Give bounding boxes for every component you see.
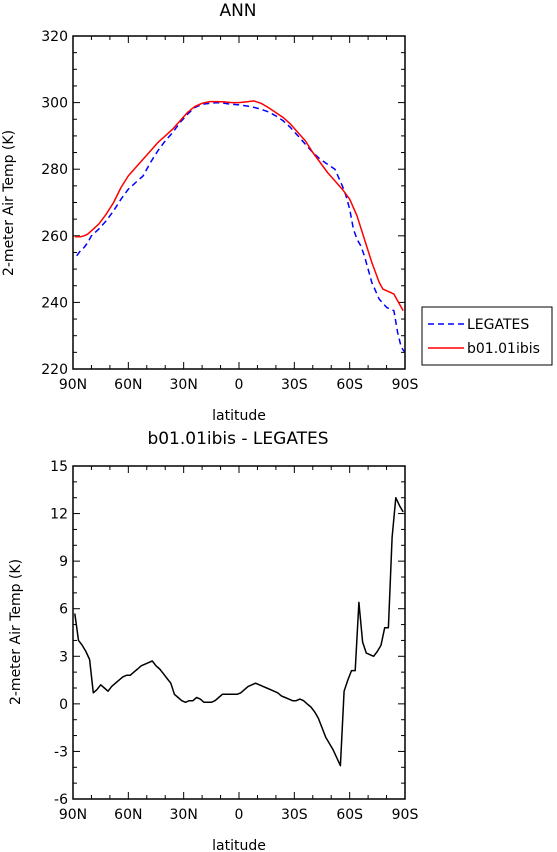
bottom-x-tick-label: 90S [392,807,419,823]
bottom-x-axis-label: latitude [212,838,266,852]
bottom-y-tick-label: 12 [50,507,68,523]
top-series-line-legates [76,101,406,353]
top-y-axis-label: 2-meter Air Temp (K) [1,130,17,276]
bottom-y-tick-label: 9 [59,554,68,570]
bottom-y-tick-label: 6 [59,602,68,618]
top-panel: ANN 90N 60N 30N 0 30S 60S 90S 220 240 260 280 300 32… [1,1,418,424]
bottom-panel: b01.01ibis - LEGATES 90N 60N 30N 0 30S 60S 90S… [8,429,418,852]
top-plot-frame [72,35,406,370]
bottom-x-tick-label: 60N [114,807,142,823]
top-x-tick-label: 60S [336,377,363,393]
top-y-tick-label: 280 [41,162,68,178]
bottom-y-tick-label: -6 [54,792,68,808]
top-y-tick-label: 300 [41,96,68,112]
top-y-tick-label: 320 [41,29,68,45]
top-x-tick-label: 60N [114,377,142,393]
top-series-line-b01-01ibis [74,100,404,312]
legend-label-legates: LEGATES [467,317,529,333]
bottom-x-tick-label: 60S [336,807,363,823]
bottom-y-axis-label: 2-meter Air Temp (K) [8,559,24,705]
top-x-tick-label: 0 [235,377,244,393]
top-plot-area: 90N 60N 30N 0 30S 60S 90S 220 240 260 280 300 320 [41,29,418,393]
top-chart-title: ANN [219,1,256,21]
bottom-plot-frame [72,465,406,800]
top-x-tick-label: 90S [392,377,419,393]
bottom-y-tick-label: 15 [50,459,68,475]
top-y-tick-label: 220 [41,362,68,378]
legend-box [421,306,553,366]
top-y-tick-label: 240 [41,295,68,311]
bottom-y-tick-label: 3 [59,649,68,665]
bottom-x-tick-label: 90N [59,807,87,823]
legend-label-b01-01ibis: b01.01ibis [467,341,540,357]
bottom-plot-area: 90N 60N 30N 0 30S 60S 90S -6 -3 0 3 6 9 12 15 [50,459,418,823]
top-x-tick-label: 90N [59,377,87,393]
top-x-axis-label: latitude [212,408,266,424]
top-x-tick-label: 30S [281,377,308,393]
bottom-series-line-difference [74,496,404,767]
top-legend: LEGATES b01.01ibis [421,306,553,366]
bottom-x-tick-label: 30N [170,807,198,823]
top-y-tick-label: 260 [41,229,68,245]
bottom-x-tick-label: 0 [235,807,244,823]
bottom-x-tick-label: 30S [281,807,308,823]
bottom-y-tick-label: -3 [54,744,68,760]
bottom-chart-title: b01.01ibis - LEGATES [147,429,328,449]
top-x-tick-label: 30N [170,377,198,393]
bottom-y-tick-label: 0 [59,697,68,713]
